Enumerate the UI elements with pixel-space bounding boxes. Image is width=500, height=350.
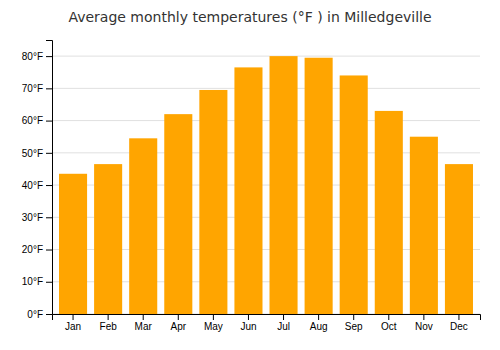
- tick: Jul: [277, 314, 290, 332]
- tick: 60°F: [22, 115, 52, 126]
- tick-label: 40°F: [22, 180, 43, 191]
- tick-label: Apr: [171, 321, 187, 332]
- tick: Sep: [345, 314, 363, 332]
- bar: [445, 164, 473, 314]
- tick-label: 80°F: [22, 51, 43, 62]
- tick: May: [204, 314, 223, 332]
- tick-mark: [46, 88, 52, 89]
- tick-mark: [108, 314, 109, 320]
- bar: [270, 56, 298, 314]
- tick: 40°F: [22, 180, 52, 191]
- tick-label: Nov: [415, 321, 433, 332]
- tick: Oct: [381, 314, 397, 332]
- tick-label: 10°F: [22, 276, 43, 287]
- tick: Mar: [135, 314, 153, 332]
- tick: Dec: [450, 314, 468, 332]
- axis-line: [46, 41, 53, 315]
- tick: Jan: [65, 314, 81, 332]
- bar: [234, 67, 262, 314]
- bar: [94, 164, 122, 314]
- tick-mark: [73, 314, 74, 320]
- tick-mark: [46, 217, 52, 218]
- tick-label: 70°F: [22, 83, 43, 94]
- bar: [340, 75, 368, 314]
- tick: 10°F: [22, 276, 52, 287]
- tick-label: 0°F: [27, 309, 43, 320]
- tick-label: Feb: [100, 321, 118, 332]
- tick-label: 50°F: [22, 148, 43, 159]
- tick-mark: [143, 314, 144, 320]
- tick-label: Jan: [65, 321, 81, 332]
- chart: 0°F 10°F 20°F 30°F 40°F 50°F 60°F 70°F 80°F Jan Fe…: [0, 0, 500, 350]
- bar: [199, 90, 227, 314]
- tick-mark: [46, 56, 52, 57]
- tick-label: Jul: [277, 321, 290, 332]
- tick-label: Sep: [345, 321, 363, 332]
- tick-mark: [283, 314, 284, 320]
- tick-label: 20°F: [22, 244, 43, 255]
- tick: 30°F: [22, 212, 52, 223]
- tick-mark: [46, 185, 52, 186]
- bar: [305, 58, 333, 314]
- tick-mark: [46, 314, 52, 315]
- bars: [59, 56, 473, 314]
- tick: 50°F: [22, 148, 52, 159]
- y-axis: 0°F 10°F 20°F 30°F 40°F 50°F 60°F 70°F 80°F: [22, 41, 53, 320]
- tick: 70°F: [22, 83, 52, 94]
- tick-label: 60°F: [22, 115, 43, 126]
- tick: 0°F: [27, 309, 52, 320]
- tick-label: Mar: [135, 321, 153, 332]
- tick-mark: [248, 314, 249, 320]
- bar: [410, 137, 438, 314]
- tick: Feb: [100, 314, 118, 332]
- tick-mark: [318, 314, 319, 320]
- bar: [375, 111, 403, 314]
- tick-mark: [388, 314, 389, 320]
- tick-mark: [353, 314, 354, 320]
- grid: [52, 56, 480, 314]
- tick-mark: [46, 153, 52, 154]
- tick: Jun: [240, 314, 256, 332]
- tick-label: Dec: [450, 321, 468, 332]
- title: Average monthly temperatures (°F ) in Mi…: [68, 9, 431, 25]
- tick-mark: [458, 314, 459, 320]
- bar: [59, 174, 87, 314]
- tick: 80°F: [22, 51, 52, 62]
- tick-label: Jun: [240, 321, 256, 332]
- grid-line: [52, 120, 480, 121]
- tick-label: 30°F: [22, 212, 43, 223]
- tick-mark: [46, 282, 52, 283]
- tick: Aug: [310, 314, 328, 332]
- grid-line: [52, 56, 480, 57]
- tick-mark: [46, 250, 52, 251]
- tick: Apr: [171, 314, 187, 332]
- tick-mark: [213, 314, 214, 320]
- tick-mark: [46, 121, 52, 122]
- x-axis: Jan Feb Mar Apr May Jun Jul Aug Sep Oct Nov Dec: [53, 314, 481, 332]
- tick-label: May: [204, 321, 223, 332]
- grid-line: [52, 88, 480, 89]
- tick: Nov: [415, 314, 433, 332]
- axis-line: [53, 315, 481, 321]
- plot: 0°F 10°F 20°F 30°F 40°F 50°F 60°F 70°F 80°F Jan Fe…: [22, 41, 481, 333]
- bar: [164, 114, 192, 314]
- tick-mark: [423, 314, 424, 320]
- tick-mark: [178, 314, 179, 320]
- tick-label: Oct: [381, 321, 397, 332]
- tick: 20°F: [22, 244, 52, 255]
- bar: [129, 138, 157, 314]
- tick-label: Aug: [310, 321, 328, 332]
